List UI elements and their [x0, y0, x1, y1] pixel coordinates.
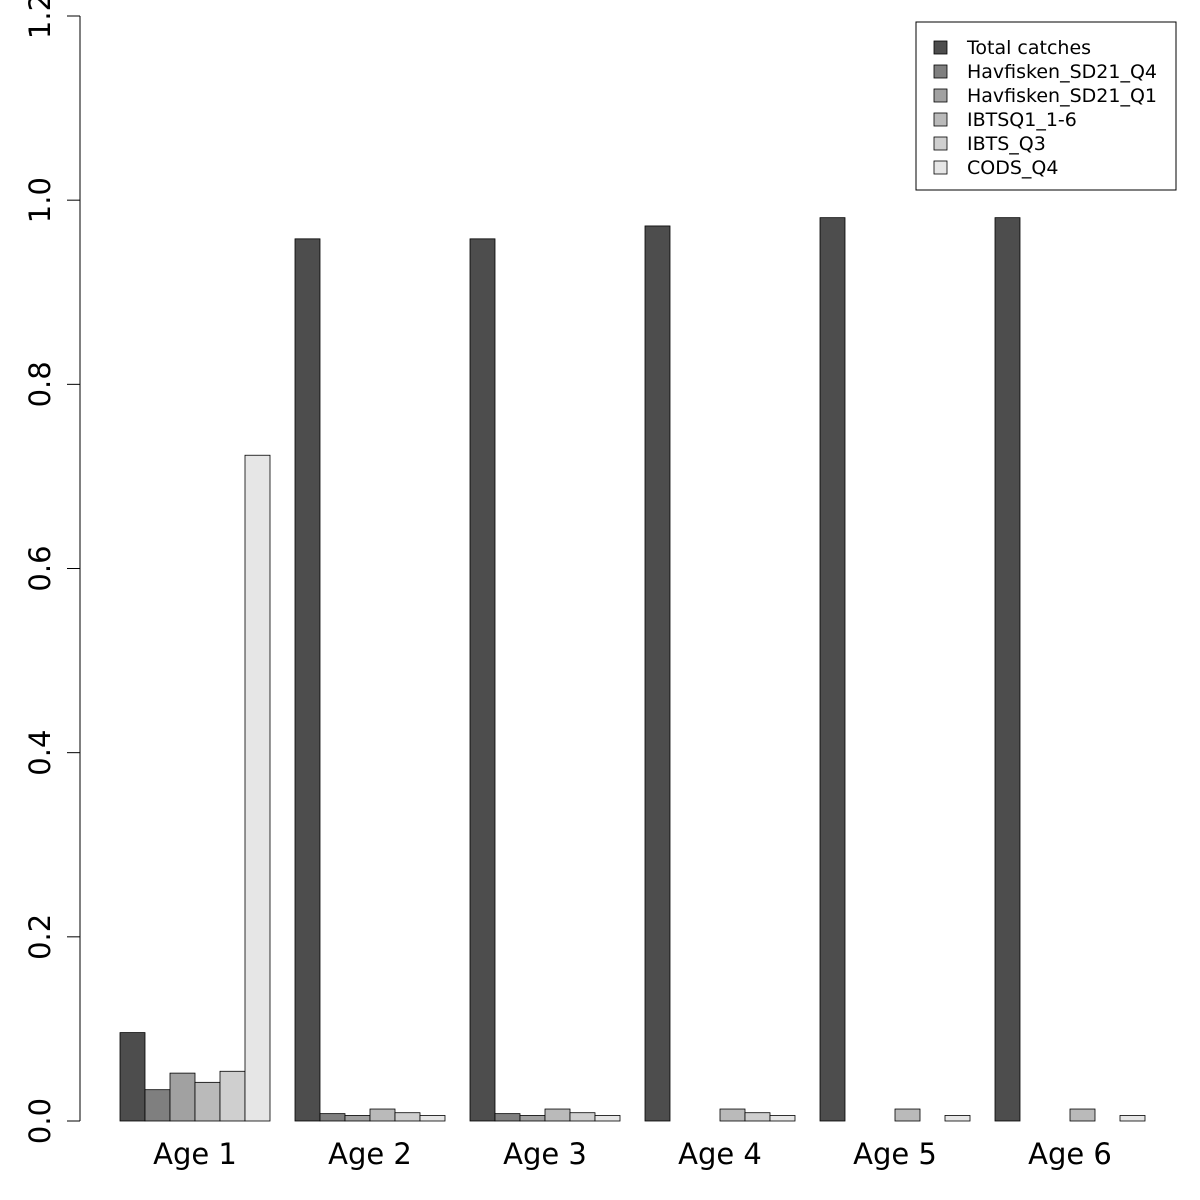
bar	[219, 1070, 246, 1122]
bar	[744, 1112, 771, 1122]
bar	[644, 225, 671, 1122]
y-tick-label: 0.8	[23, 361, 57, 407]
legend-swatch	[933, 40, 948, 55]
bar	[944, 1115, 971, 1122]
y-axis: 0.0 0.2 0.4 0.6 0.8 1.0 1.2	[23, 0, 81, 1144]
bar	[1119, 1115, 1146, 1122]
x-tick-label: Age 5	[853, 1137, 937, 1171]
bar	[419, 1115, 446, 1122]
bar	[319, 1113, 346, 1122]
legend-label: IBTSQ1_1-6	[967, 109, 1077, 131]
x-axis-labels: Age 1 Age 2 Age 3 Age 4 Age 5 Age 6	[153, 1137, 1112, 1171]
y-tick-label: 1.0	[23, 177, 57, 223]
bar	[494, 1113, 521, 1122]
y-tick-label: 0.4	[23, 730, 57, 776]
bar	[119, 1032, 146, 1122]
bar	[569, 1112, 596, 1122]
bar	[294, 238, 321, 1122]
y-tick-label: 1.2	[23, 0, 57, 39]
bar	[894, 1108, 921, 1122]
x-tick-label: Age 6	[1028, 1137, 1112, 1171]
legend-swatch	[933, 160, 948, 175]
bar	[519, 1115, 546, 1122]
legend-swatch	[933, 136, 948, 151]
legend-box	[915, 21, 1177, 191]
legend-label: CODS_Q4	[967, 157, 1058, 179]
y-tick-label: 0.2	[23, 914, 57, 960]
bar	[819, 217, 846, 1122]
x-tick-label: Age 4	[678, 1137, 762, 1171]
bar	[244, 454, 271, 1122]
bar	[769, 1115, 796, 1122]
bar	[1069, 1108, 1096, 1122]
bar	[394, 1112, 421, 1122]
bar	[369, 1108, 396, 1122]
legend-label: Havfisken_SD21_Q1	[967, 85, 1157, 107]
legend-label: Total catches	[966, 37, 1091, 59]
legend-swatch	[933, 88, 948, 103]
x-tick-label: Age 3	[503, 1137, 587, 1171]
legend-swatch	[933, 64, 948, 79]
legend-swatch	[933, 112, 948, 127]
bar	[194, 1081, 221, 1122]
x-tick-label: Age 1	[153, 1137, 237, 1171]
bars	[119, 217, 1146, 1122]
bar	[544, 1108, 571, 1122]
bar	[994, 217, 1021, 1122]
y-tick-label: 0.0	[23, 1098, 57, 1144]
bar	[344, 1115, 371, 1122]
legend: Total catchesHavfisken_SD21_Q4Havfisken_…	[915, 21, 1177, 191]
bar	[719, 1108, 746, 1122]
bar	[469, 238, 496, 1122]
bar	[169, 1072, 196, 1122]
bar	[594, 1115, 621, 1122]
legend-label: Havfisken_SD21_Q4	[967, 61, 1157, 83]
y-tick-label: 0.6	[23, 545, 57, 591]
legend-label: IBTS_Q3	[967, 133, 1046, 155]
x-tick-label: Age 2	[328, 1137, 412, 1171]
bar	[144, 1089, 171, 1122]
